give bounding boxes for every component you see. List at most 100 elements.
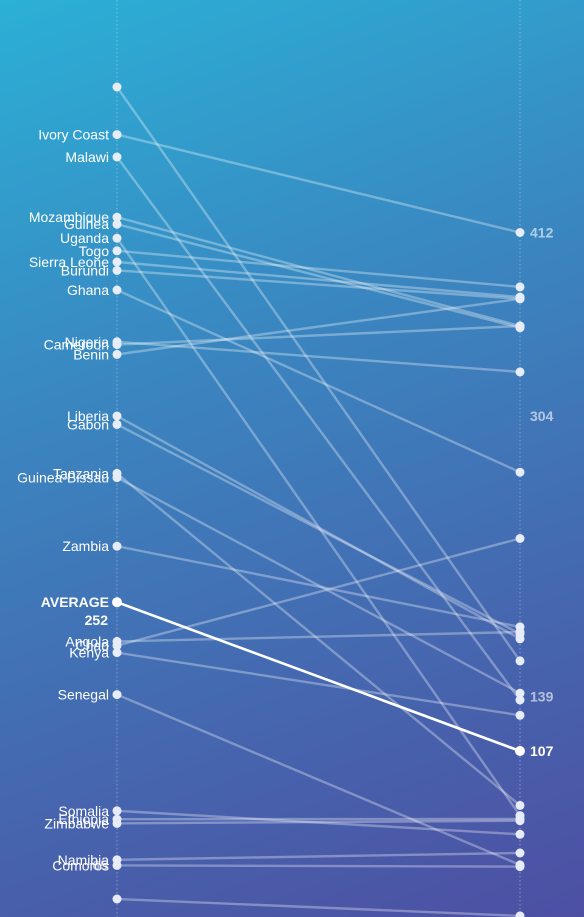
country-label-zambia: Zambia (62, 538, 109, 554)
country-label-malawi: Malawi (65, 149, 109, 165)
slope-line-angola (116, 630, 521, 643)
country-label-burundi: Burundi (61, 262, 109, 278)
right-dot-series-26 (515, 656, 525, 666)
left-dot-comoros (112, 860, 122, 870)
left-dot-sierra-leone (112, 257, 122, 267)
right-dot-somalia (515, 829, 525, 839)
left-dot-guinea-bissau (112, 473, 122, 483)
left-dot-gabon (112, 419, 122, 429)
right-dot-ivory-coast (515, 228, 525, 237)
country-label-guinea-bissau: Guinea-Bissau (17, 470, 109, 486)
left-dot-mozambique (112, 212, 122, 222)
country-label-somalia: Somalia (58, 803, 109, 819)
axis-ticks-group: 65 412 304 139 (92, 225, 553, 874)
slope-line-kenya (116, 651, 521, 717)
left-dot-ghana (112, 285, 122, 295)
average-right-dot (515, 746, 525, 756)
slope-line-ghana (116, 288, 521, 474)
country-label-mozambique: Mozambique (29, 209, 109, 225)
slope-line-uganda (116, 237, 521, 817)
right-dot-benin (515, 294, 525, 304)
slope-line-malawi (116, 156, 521, 701)
slope-line-chad (116, 537, 521, 647)
left-dot-series-26 (112, 82, 122, 92)
slope-line-nigeria (116, 340, 521, 374)
right-dot-chad (515, 534, 525, 543)
left-dot-uganda (112, 233, 122, 243)
country-label-uganda: Uganda (60, 230, 109, 246)
slope-line-guinea-bissau (116, 476, 521, 695)
slope-line-series-27 (116, 897, 521, 917)
average-right-value-label: 107 (530, 743, 554, 759)
right-tick-139: 139 (530, 689, 554, 705)
left-dot-malawi (112, 152, 122, 162)
country-label-chad: Chad (76, 638, 109, 654)
average-left-dot (112, 597, 122, 608)
slope-line-series-26 (116, 86, 521, 662)
slope-line-senegal (116, 693, 521, 867)
country-label-sierra-leone: Sierra Leone (29, 254, 109, 270)
country-label-gabon: Gabon (67, 416, 109, 432)
slope-line-zambia (116, 545, 521, 629)
right-dot-ghana (515, 467, 525, 477)
country-labels-group: Ivory CoastMalawiMozambiqueGuineaUgandaT… (17, 127, 109, 874)
slope-line-mozambique (116, 216, 521, 328)
country-label-guinea: Guinea (64, 216, 109, 232)
average-label: AVERAGE (41, 594, 109, 610)
right-dot-nigeria (515, 367, 525, 377)
slope-line-tanzania (116, 472, 521, 807)
slope-line-sierra-leone (116, 260, 521, 299)
right-dot-namibia (515, 848, 525, 858)
right-tick-412: 412 (530, 225, 554, 241)
country-label-zimbabwe: Zimbabwe (44, 815, 109, 831)
country-label-kenya: Kenya (69, 645, 109, 661)
country-label-benin: Benin (73, 346, 109, 362)
country-label-tanzania: Tanzania (53, 465, 109, 481)
slope-line-ivory-coast (116, 133, 521, 234)
slope-line-zimbabwe (116, 819, 521, 825)
series-lines-group (116, 86, 521, 917)
left-dot-zimbabwe (112, 818, 122, 828)
country-label-ivory-coast: Ivory Coast (38, 127, 109, 143)
country-label-nigeria: Nigeria (65, 334, 110, 350)
left-dot-senegal (112, 690, 122, 700)
country-label-cameroon: Cameroon (44, 337, 109, 353)
country-label-comoros: Comoros (52, 857, 109, 873)
left-dot-ivory-coast (112, 130, 122, 140)
left-dot-kenya (112, 648, 122, 658)
right-tick-304: 304 (530, 408, 554, 424)
left-tick-65: 65 (92, 857, 108, 873)
right-dot-zimbabwe (515, 816, 525, 826)
left-dot-guinea (112, 219, 122, 229)
country-label-ghana: Ghana (67, 282, 109, 298)
left-dot-burundi (112, 265, 122, 275)
right-dot-malawi (515, 695, 525, 705)
left-dot-somalia (112, 806, 122, 816)
right-dot-tanzania (515, 800, 525, 810)
series-dots-group (112, 82, 525, 917)
slope-line-cameroon (116, 324, 521, 346)
country-label-togo: Togo (79, 243, 110, 259)
right-dot-angola (515, 627, 525, 637)
left-dot-chad (112, 641, 122, 651)
slope-line-benin (116, 297, 521, 356)
right-dot-togo (515, 282, 525, 292)
left-dot-liberia (112, 411, 122, 421)
slope-line-guinea (116, 223, 521, 329)
slope-line-comoros (116, 864, 521, 868)
country-label-liberia: Liberia (67, 408, 109, 424)
left-dot-cameroon (112, 340, 122, 350)
left-dot-series-27 (112, 894, 122, 904)
left-dot-zambia (112, 541, 122, 551)
country-label-angola: Angola (65, 633, 109, 649)
slope-line-namibia (116, 851, 521, 861)
slope-line-gabon (116, 423, 521, 635)
left-dot-togo (112, 246, 122, 256)
right-dot-cameroon (515, 321, 525, 331)
right-dot-series-27 (515, 911, 525, 917)
country-label-ethiopia: Ethiopia (58, 811, 109, 827)
average-line (116, 600, 521, 753)
country-label-senegal: Senegal (58, 687, 109, 703)
slope-line-togo (116, 249, 521, 289)
